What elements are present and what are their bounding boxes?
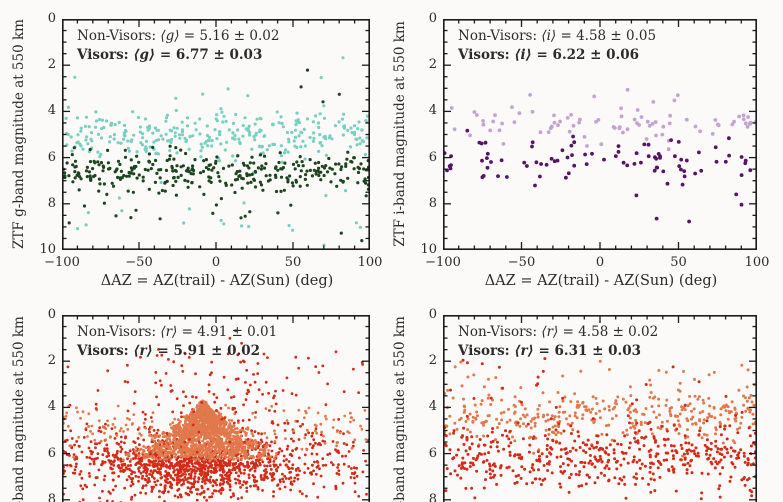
legend-nonvisors-g: Non-Visors: ⟨g⟩ = 5.16 ± 0.02	[77, 27, 279, 46]
y-tick-label: 8	[47, 491, 56, 502]
legend-text: Visors:	[77, 343, 134, 359]
y-tick-label: 4	[47, 103, 56, 119]
y-axis-label-i: ZTF i-band magnitude at 550 km	[392, 21, 408, 247]
y-tick-label: 4	[428, 399, 437, 415]
scatter-plot	[443, 19, 757, 250]
legend-text: Visors:	[77, 47, 134, 63]
y-tick-label: 6	[428, 149, 437, 165]
legend-text: Non-Visors:	[77, 28, 161, 44]
panel-r-band-right: Non-Visors: ⟨r⟩ = 4.58 ± 0.02 Visors: ⟨r…	[443, 315, 757, 502]
legend-variable: ⟨r⟩	[541, 324, 559, 340]
legend-value: = 6.22 ± 0.06	[531, 47, 640, 63]
legend-text: Non-Visors:	[458, 324, 542, 340]
y-tick-label: 8	[428, 195, 437, 211]
x-tick-label: 0	[595, 255, 605, 270]
legend-g-band: Non-Visors: ⟨g⟩ = 5.16 ± 0.02 Visors: ⟨g…	[77, 27, 279, 65]
x-tick-label: 0	[211, 255, 221, 270]
y-tick-label: 6	[428, 445, 437, 461]
legend-variable: ⟨g⟩	[160, 28, 180, 44]
x-tick-label: −50	[507, 255, 536, 270]
y-tick-label: 2	[428, 353, 437, 369]
x-axis-label-right: ΔAZ = AZ(trail) - AZ(Sun) (deg)	[484, 273, 718, 289]
y-tick-label: 6	[47, 149, 56, 165]
x-tick-label: 100	[744, 255, 770, 270]
plot-frame-and-ticks	[443, 315, 757, 502]
scatter-points	[443, 357, 757, 502]
x-tick-label: −50	[125, 255, 153, 270]
x-tick-label: 50	[284, 255, 302, 270]
plot-frame-and-ticks	[62, 315, 370, 502]
legend-variable: ⟨r⟩	[514, 343, 534, 359]
plot-frame-and-ticks	[62, 19, 370, 250]
scatter-points	[443, 87, 757, 224]
legend-value: = 4.91 ± 0.01	[177, 324, 278, 340]
scatter-plot	[62, 315, 370, 502]
x-tick-label: −100	[44, 255, 80, 270]
legend-value: = 6.77 ± 0.03	[155, 47, 263, 63]
panel-i-band: Non-Visors: ⟨i⟩ = 4.58 ± 0.05 Visors: ⟨i…	[443, 19, 757, 250]
legend-visors-i: Visors: ⟨i⟩ = 6.22 ± 0.06	[458, 46, 656, 65]
y-tick-label: 0	[47, 307, 56, 322]
legend-nonvisors-r: Non-Visors: ⟨r⟩ = 4.91 ± 0.01	[77, 323, 277, 342]
scatter-points	[62, 56, 370, 247]
y-tick-label: 2	[47, 353, 56, 369]
y-tick-label: 0	[428, 307, 437, 322]
x-axis-label-left: ΔAZ = AZ(trail) - AZ(Sun) (deg)	[100, 273, 334, 289]
legend-value: = 5.16 ± 0.02	[179, 28, 280, 44]
y-tick-label: 8	[47, 195, 56, 211]
legend-text: Visors:	[458, 343, 515, 359]
y-tick-label: 8	[428, 491, 437, 502]
scatter-plot	[443, 315, 757, 502]
y-tick-label: 10	[420, 242, 437, 257]
legend-nonvisors-i: Non-Visors: ⟨i⟩ = 4.58 ± 0.05	[458, 27, 656, 46]
legend-variable: ⟨i⟩	[514, 47, 532, 63]
legend-variable: ⟨i⟩	[541, 28, 557, 44]
legend-value: = 5.91 ± 0.02	[152, 343, 261, 359]
legend-value: = 4.58 ± 0.02	[558, 324, 659, 340]
y-axis-label-g: ZTF g-band magnitude at 550 km	[11, 19, 27, 249]
legend-visors-g: Visors: ⟨g⟩ = 6.77 ± 0.03	[77, 46, 279, 65]
legend-text: Non-Visors:	[77, 324, 161, 340]
y-tick-label: 0	[47, 11, 56, 26]
x-tick-label: 50	[670, 255, 687, 270]
legend-variable: ⟨g⟩	[133, 47, 156, 63]
y-tick-label: 4	[428, 103, 437, 119]
legend-value: = 6.31 ± 0.03	[533, 343, 642, 359]
legend-variable: ⟨r⟩	[160, 324, 178, 340]
y-tick-label: 6	[47, 445, 56, 461]
panel-r-band-left: Non-Visors: ⟨r⟩ = 4.91 ± 0.01 Visors: ⟨r…	[62, 315, 370, 502]
legend-variable: ⟨r⟩	[133, 343, 153, 359]
legend-text: Non-Visors:	[458, 28, 542, 44]
y-tick-label: 4	[47, 399, 56, 415]
legend-nonvisors-r2: Non-Visors: ⟨r⟩ = 4.58 ± 0.02	[458, 323, 658, 342]
legend-value: = 4.58 ± 0.05	[556, 28, 657, 44]
y-tick-label: 2	[428, 57, 437, 73]
plot-frame-and-ticks	[443, 19, 757, 250]
legend-text: Visors:	[458, 47, 515, 63]
y-tick-label: 2	[47, 57, 56, 73]
legend-i-band: Non-Visors: ⟨i⟩ = 4.58 ± 0.05 Visors: ⟨i…	[458, 27, 656, 65]
legend-visors-r: Visors: ⟨r⟩ = 5.91 ± 0.02	[77, 342, 277, 361]
scatter-plot	[62, 19, 370, 250]
y-tick-label: 0	[428, 11, 437, 26]
legend-r-band-right: Non-Visors: ⟨r⟩ = 4.58 ± 0.02 Visors: ⟨r…	[458, 323, 658, 361]
x-tick-label: −100	[425, 255, 461, 270]
y-tick-label: 10	[39, 242, 56, 257]
panel-g-band: Non-Visors: ⟨g⟩ = 5.16 ± 0.02 Visors: ⟨g…	[62, 19, 370, 250]
legend-r-band-left: Non-Visors: ⟨r⟩ = 4.91 ± 0.01 Visors: ⟨r…	[77, 323, 277, 361]
legend-visors-r2: Visors: ⟨r⟩ = 6.31 ± 0.03	[458, 342, 658, 361]
x-tick-label: 100	[357, 255, 383, 270]
